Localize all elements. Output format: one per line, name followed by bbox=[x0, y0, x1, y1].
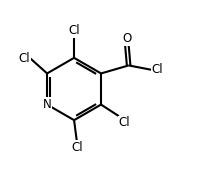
Text: Cl: Cl bbox=[119, 116, 130, 129]
Text: N: N bbox=[43, 98, 51, 111]
Text: Cl: Cl bbox=[152, 63, 163, 76]
Text: Cl: Cl bbox=[68, 24, 80, 37]
Text: Cl: Cl bbox=[19, 52, 30, 65]
Text: Cl: Cl bbox=[71, 141, 83, 154]
Text: O: O bbox=[122, 32, 131, 45]
